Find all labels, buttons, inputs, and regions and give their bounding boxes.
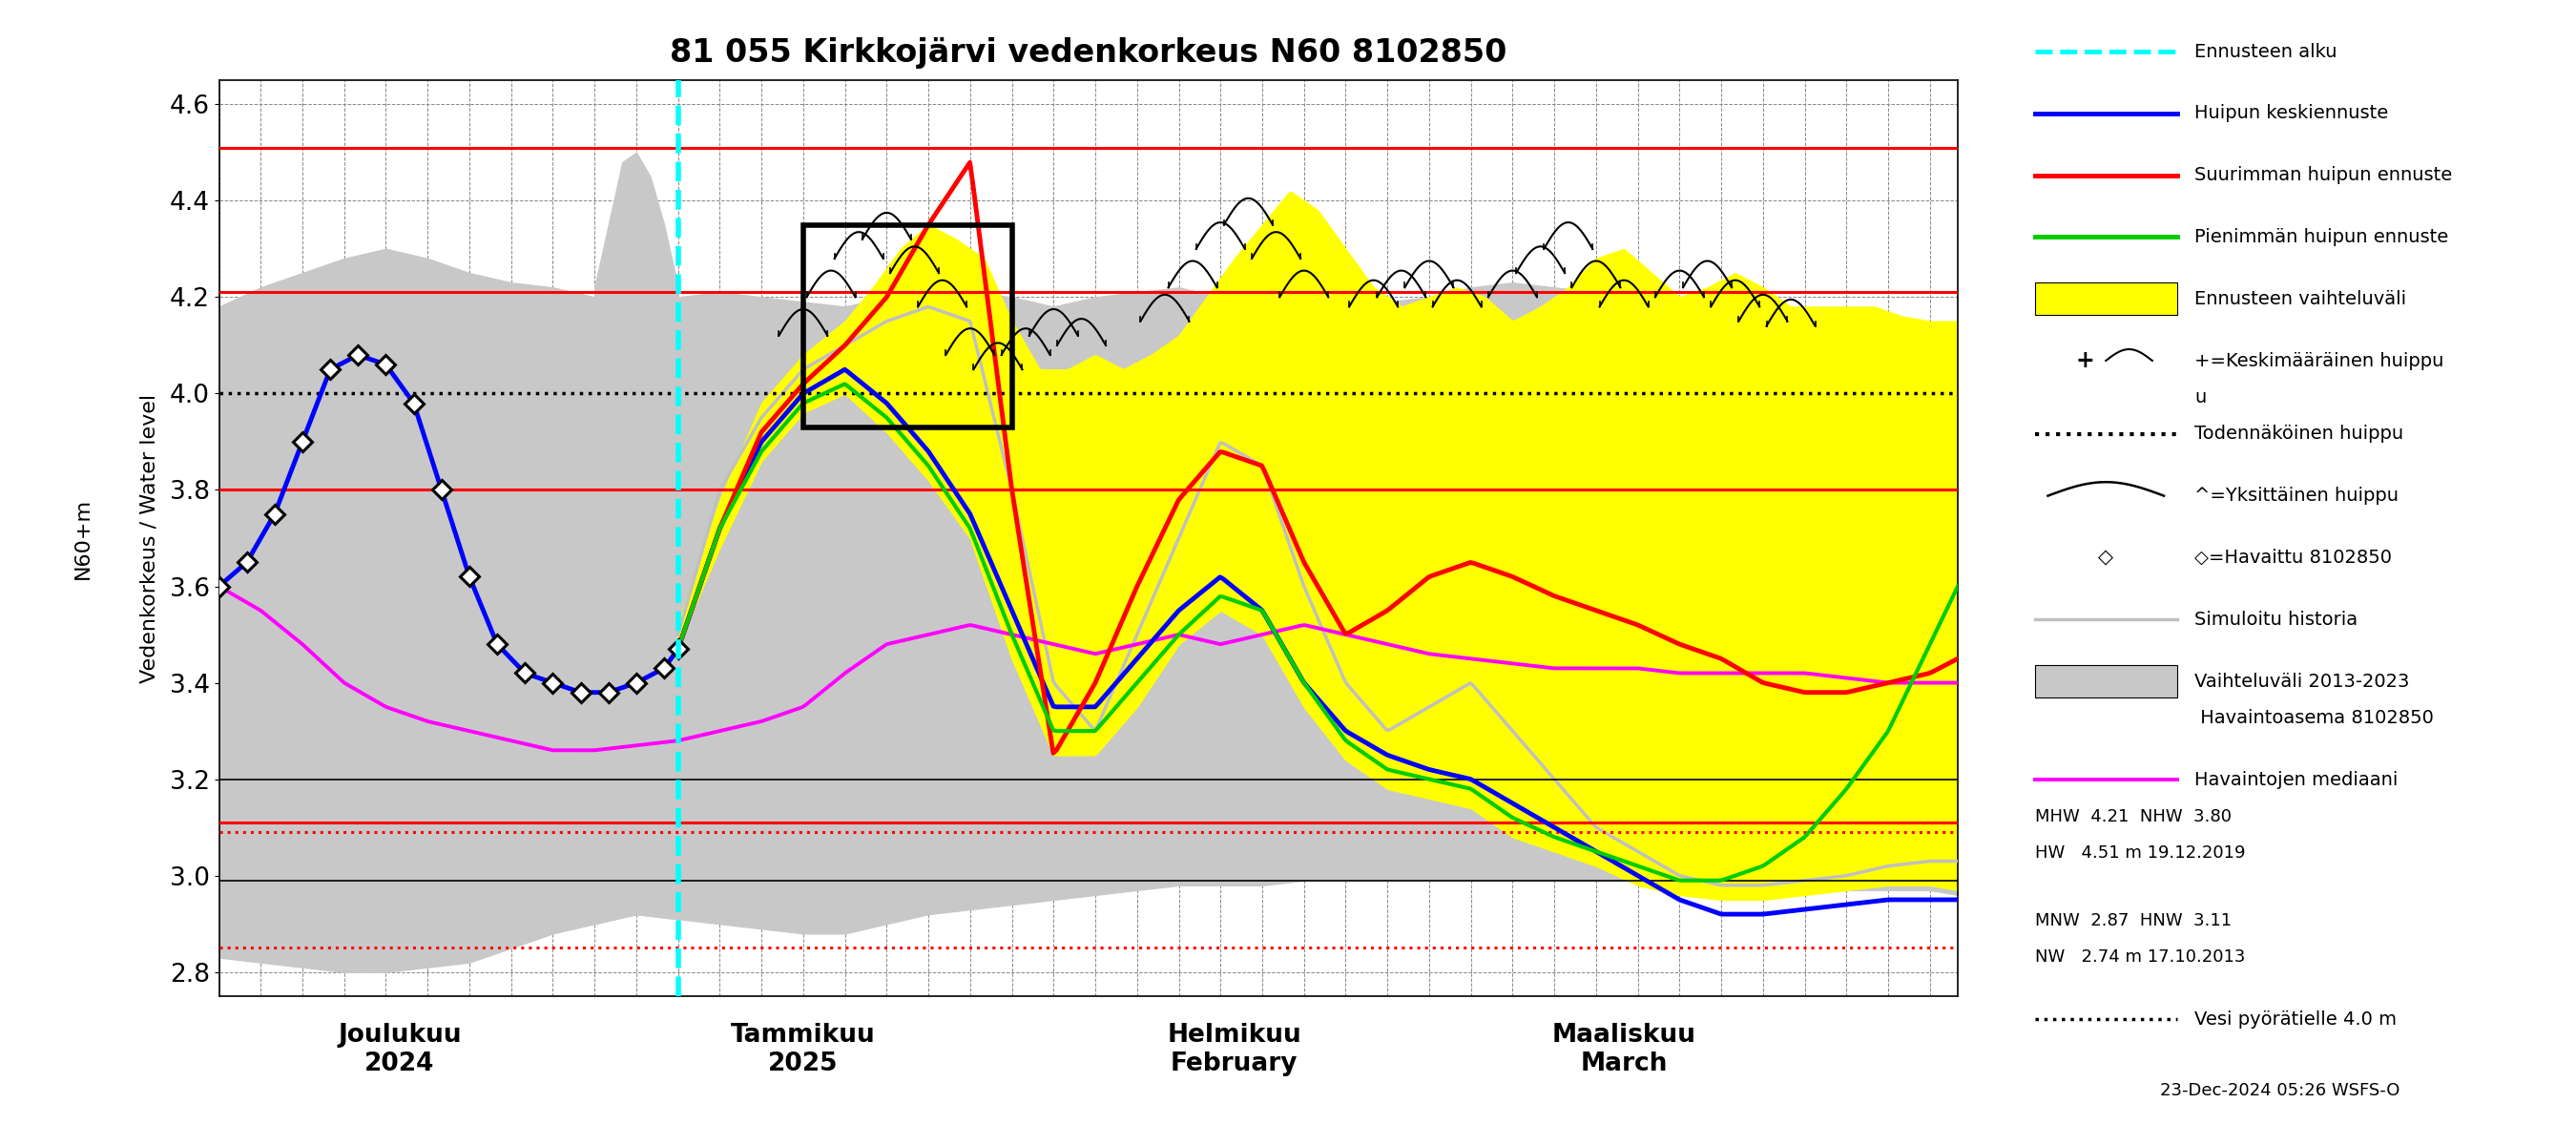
- Text: Maaliskuu
March: Maaliskuu March: [1551, 1022, 1695, 1076]
- Text: Havaintoasema 8102850: Havaintoasema 8102850: [2195, 709, 2434, 727]
- Text: ◇: ◇: [2099, 548, 2112, 567]
- Text: Vesi pyörätielle 4.0 m: Vesi pyörätielle 4.0 m: [2195, 1010, 2398, 1028]
- Text: Pienimmän huipun ennuste: Pienimmän huipun ennuste: [2195, 228, 2450, 246]
- Text: Tammikuu
2025: Tammikuu 2025: [732, 1022, 876, 1076]
- Text: Joulukuu
2024: Joulukuu 2024: [337, 1022, 461, 1076]
- Text: Suurimman huipun ennuste: Suurimman huipun ennuste: [2195, 166, 2452, 184]
- Title: 81 055 Kirkkojärvi vedenkorkeus N60 8102850: 81 055 Kirkkojärvi vedenkorkeus N60 8102…: [670, 37, 1507, 69]
- Text: Vaihteluväli 2013-2023: Vaihteluväli 2013-2023: [2195, 672, 2409, 690]
- Text: Huipun keskiennuste: Huipun keskiennuste: [2195, 104, 2388, 123]
- Text: 23-Dec-2024 05:26 WSFS-O: 23-Dec-2024 05:26 WSFS-O: [2159, 1082, 2401, 1099]
- Text: Havaintojen mediaani: Havaintojen mediaani: [2195, 771, 2398, 789]
- Text: HW   4.51 m 19.12.2019: HW 4.51 m 19.12.2019: [2035, 845, 2246, 862]
- Text: MNW  2.87  HNW  3.11: MNW 2.87 HNW 3.11: [2035, 913, 2231, 930]
- Text: ^=Yksittäinen huippu: ^=Yksittäinen huippu: [2195, 487, 2398, 505]
- Text: Todennäköinen huippu: Todennäköinen huippu: [2195, 425, 2403, 443]
- Text: MHW  4.21  NHW  3.80: MHW 4.21 NHW 3.80: [2035, 808, 2231, 826]
- Text: Ennusteen vaihteluväli: Ennusteen vaihteluväli: [2195, 290, 2406, 308]
- Text: +=Keskimääräinen huippu: +=Keskimääräinen huippu: [2195, 352, 2445, 370]
- Text: +: +: [2076, 349, 2094, 372]
- Bar: [804, 224, 1012, 427]
- Y-axis label: N60+m


Vedenkorkeus / Water level: N60+m Vedenkorkeus / Water level: [75, 394, 160, 682]
- Text: Ennusteen alku: Ennusteen alku: [2195, 42, 2336, 61]
- Text: Helmikuu
February: Helmikuu February: [1167, 1022, 1301, 1076]
- Text: Simuloitu historia: Simuloitu historia: [2195, 610, 2357, 629]
- Text: ◇=Havaittu 8102850: ◇=Havaittu 8102850: [2195, 548, 2393, 567]
- Text: u: u: [2195, 388, 2208, 406]
- Text: NW   2.74 m 17.10.2013: NW 2.74 m 17.10.2013: [2035, 949, 2246, 966]
